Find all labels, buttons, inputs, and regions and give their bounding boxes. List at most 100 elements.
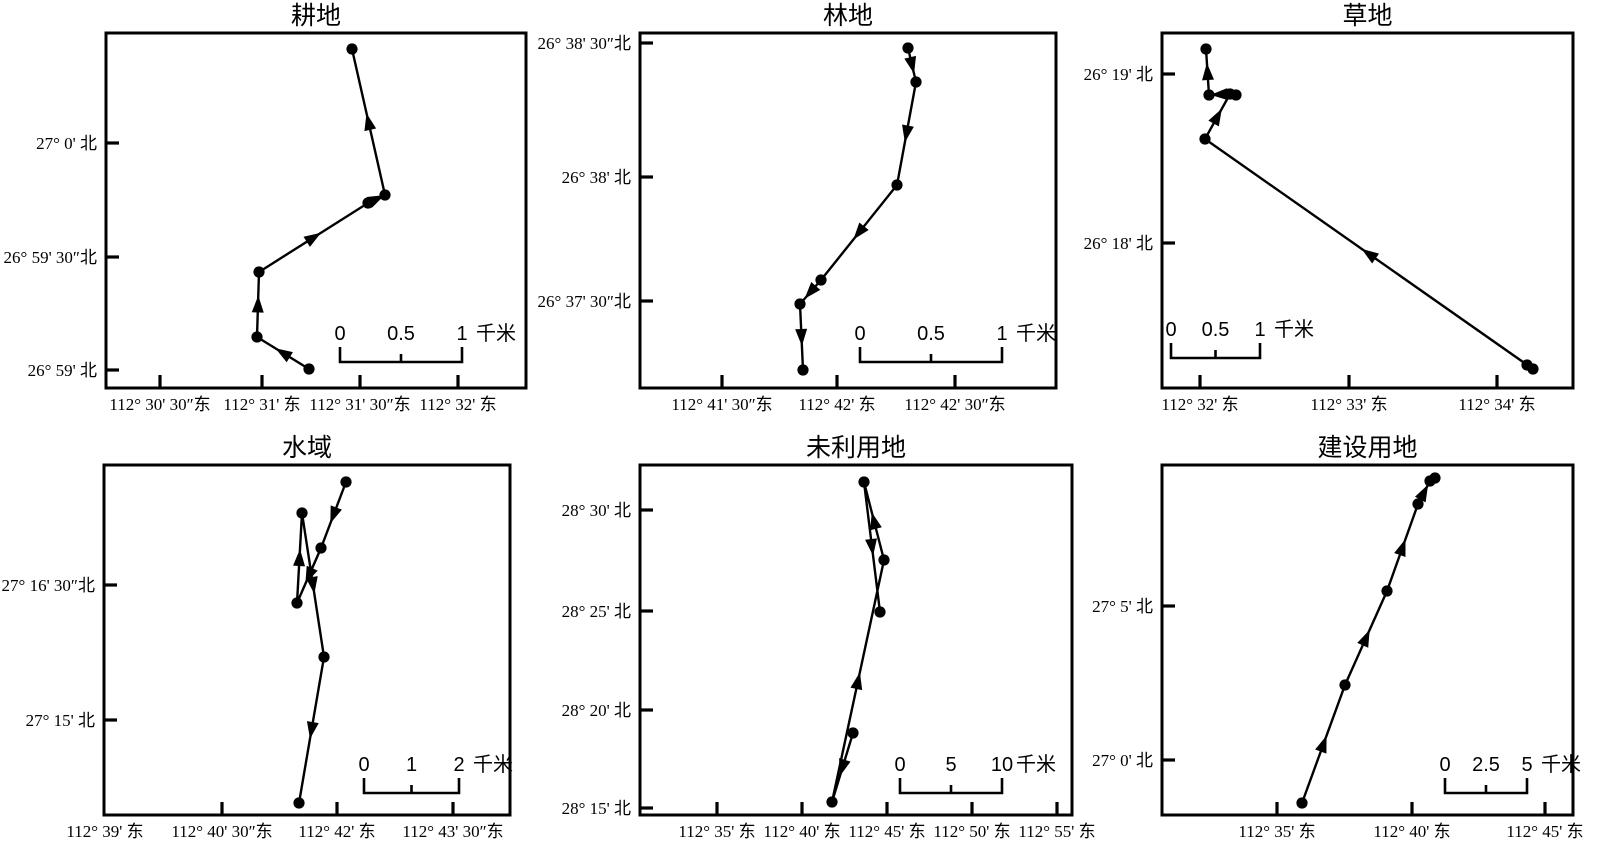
direction-arrow-icon [904,55,917,74]
trajectory-point [315,542,327,554]
trajectory-point [858,476,870,488]
scale-bar-unit: 千米 [1016,322,1056,345]
scale-bar-unit: 千米 [473,753,513,776]
trajectory-point [1339,679,1351,691]
panel-border [1160,31,1575,390]
scale-bar-line [858,347,1004,364]
trajectory-point-overlap [1521,359,1533,371]
trajectory-point [902,42,914,54]
x-axis-tick-label: 112° 45' 东 [848,822,925,841]
x-axis-tick-label: 112° 31' 30″东 [309,395,410,414]
x-axis-tick-label: 112° 35' 东 [678,822,755,841]
trajectory-line [830,481,886,803]
scale-bar-line [1443,778,1529,795]
y-axis-tick-label: 27° 0' 北 [36,134,97,153]
x-axis-tick-label: 112° 45' 东 [1506,822,1583,841]
direction-arrow-icon [1208,108,1222,127]
scale-bar: 0 1 2 千米 [358,753,513,795]
trajectory-point [910,76,922,88]
panel-border [638,463,1074,817]
direction-arrow-icon [1414,484,1429,503]
trajectory-point [251,331,263,343]
direction-arrow-icon [306,721,319,739]
scale-bar-unit: 千米 [1274,318,1314,341]
direction-arrow-icon [364,113,377,132]
trajectory-point [847,727,859,739]
trajectory-point [1412,498,1424,510]
x-axis-tick-label: 112° 42' 东 [798,395,875,414]
x-axis-tick-label: 112° 43' 30″东 [402,822,503,841]
panel-border [102,463,512,817]
direction-arrow-icon [902,124,914,143]
y-axis-tick-label: 26° 59' 北 [28,361,97,380]
trajectory-point [340,476,352,488]
scale-bar-value: 0 [894,754,905,776]
trajectory-point [1199,133,1211,145]
scale-bar-line [898,778,1004,795]
x-axis-tick-label: 112° 33' 东 [1310,395,1387,414]
y-axis-tick-label: 26° 19' 北 [1084,65,1153,84]
direction-arrow-icon [303,232,322,247]
trajectory-point [878,554,890,566]
scale-bar-value: 2.5 [1472,754,1500,776]
panel-水域: 水域 112° 39' 东 112° 40' 30″东 112° 42' 东 112° … [2,434,513,841]
panel-title: 建设用地 [1317,434,1417,462]
y-axis-tick-label: 27° 5' 北 [1092,597,1153,616]
trajectory-point-overlap [1230,89,1242,101]
direction-arrow-icon [1202,63,1215,81]
direction-arrow-icon [330,505,342,524]
direction-arrow-icon [865,538,877,556]
scale-bar-value: 5 [1521,754,1532,776]
y-axis-tick-label: 27° 0' 北 [1092,751,1153,770]
y-axis-tick-label: 26° 18' 北 [1084,234,1153,253]
scale-bar-value: 0 [1165,319,1176,341]
scale-bar: 0 0.5 1 千米 [1165,318,1314,360]
direction-arrow-icon [1357,629,1370,648]
x-axis-tick-label: 112° 32' 东 [419,395,496,414]
panel-border [1160,463,1575,817]
scale-bar-value: 0.5 [387,323,415,345]
panel-border [104,31,528,390]
scale-bar-value: 0 [1439,754,1450,776]
direction-arrow-icon [850,672,863,691]
trajectory-point [1203,89,1215,101]
scale-bar-value: 1 [1254,319,1265,341]
scale-bar-value: 1 [996,323,1007,345]
x-axis-tick-label: 112° 50' 东 [933,822,1010,841]
scale-bar-value: 1 [456,323,467,345]
scale-bar-value: 0 [358,754,369,776]
direction-arrow-icon [305,576,318,594]
panel-林地: 林地 112° 41' 30″东 112° 42' 东 112° 42' 30″东 26… [538,2,1058,414]
y-axis-tick-label: 28° 15' 北 [562,799,631,818]
trajectory-point [296,507,308,519]
panel-title: 未利用地 [806,434,906,462]
trajectory-point [362,197,374,209]
y-axis-tick-label: 27° 16' 30″北 [2,576,95,595]
scale-bar: 0 2.5 5 千米 [1439,753,1581,795]
x-axis-tick-label: 112° 39' 东 [66,822,143,841]
scale-bar-line [338,347,464,364]
panel-title: 耕地 [291,2,341,30]
trajectory-point [874,606,886,618]
direction-arrow-icon [795,328,808,346]
x-axis-tick-label: 112° 35' 东 [1238,822,1315,841]
scale-bar-value: 1 [406,754,417,776]
panel-未利用地: 未利用地 112° 35' 东 112° 40' 东 112° 45' 东 112° 5… [562,434,1096,841]
x-axis-tick-label: 112° 32' 东 [1161,395,1238,414]
direction-arrow-icon [870,512,882,531]
y-axis-tick-label: 28° 25' 北 [562,602,631,621]
trajectory-point [794,298,806,310]
trajectory-point [1200,43,1212,55]
scale-bar: 0 0.5 1 千米 [854,322,1056,364]
direction-arrow-icon [1315,735,1327,754]
trajectory-point [1381,585,1393,597]
x-axis-tick-label: 112° 30' 30″东 [109,395,210,414]
direction-arrow-icon [804,282,821,299]
scale-bar-unit: 千米 [1016,753,1056,776]
trajectory-point [291,597,303,609]
x-axis-tick-label: 112° 42' 东 [298,822,375,841]
trajectory-point [815,274,827,286]
